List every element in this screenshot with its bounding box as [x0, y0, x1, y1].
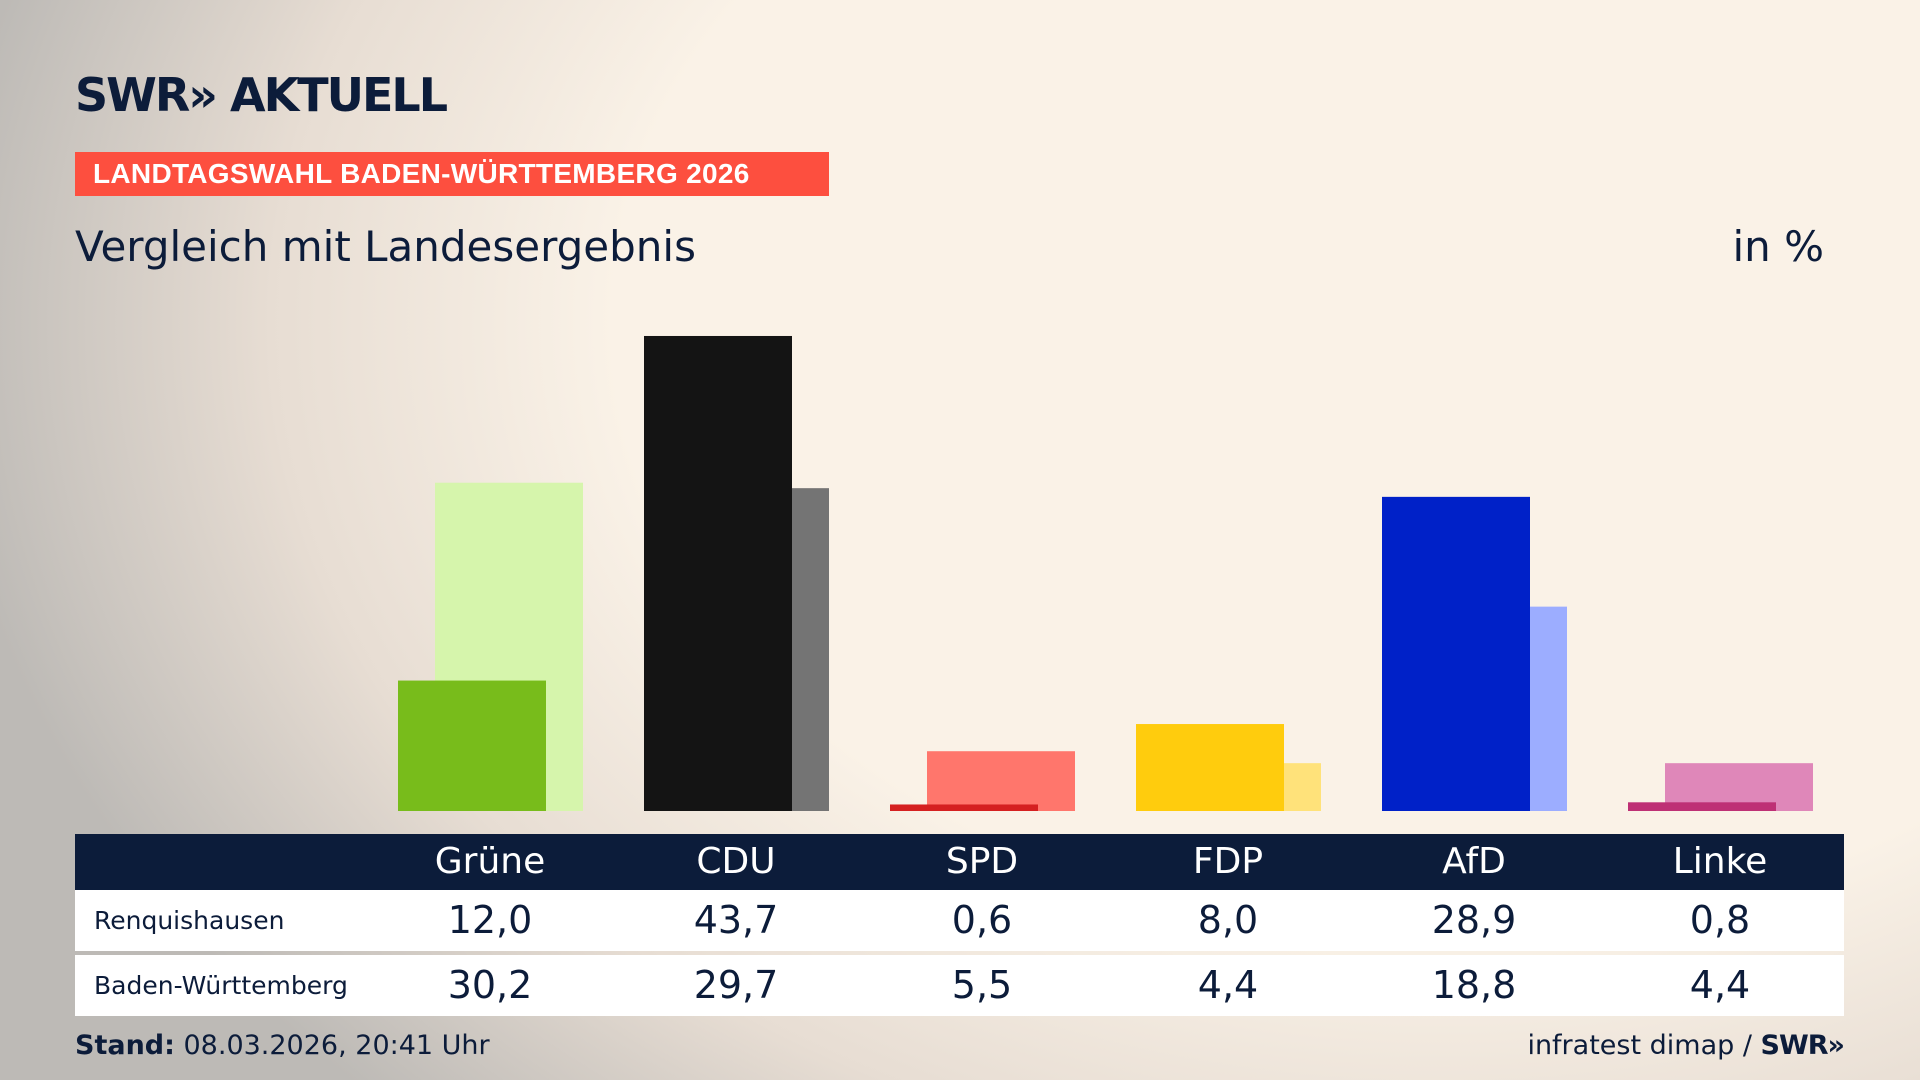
value-cell: 12,0: [447, 898, 533, 942]
bar-spd-land: [927, 751, 1075, 811]
category-label: FDP: [1192, 841, 1264, 882]
bar-linke-local: [1628, 802, 1776, 811]
category-label: SPD: [945, 841, 1019, 882]
timestamp: Stand: 08.03.2026, 20:41 Uhr: [75, 1030, 490, 1061]
bar-cdu-local: [644, 335, 792, 811]
source: infratest dimap / SWR»: [1527, 1030, 1845, 1061]
source-text: infratest dimap /: [1527, 1030, 1761, 1061]
stand-label: Stand:: [75, 1030, 175, 1061]
value-cell: 29,7: [693, 963, 779, 1007]
value-cell: 8,0: [1197, 898, 1259, 942]
unit-label: in %: [1732, 222, 1824, 271]
value-cell: 5,5: [951, 963, 1013, 1007]
value-cell: 4,4: [1689, 963, 1751, 1007]
category-label: Grüne: [434, 841, 546, 882]
value-cell: 28,9: [1431, 898, 1517, 942]
bar-chart: [398, 335, 1813, 811]
category-label: CDU: [696, 841, 776, 882]
bar-grüne-local: [398, 680, 546, 811]
category-label: AfD: [1442, 841, 1506, 882]
swr-aktuell-logo: SWR» AKTUELL: [75, 68, 448, 122]
value-cell: 4,4: [1197, 963, 1259, 1007]
bar-afd-local: [1382, 496, 1530, 811]
chart-title: Vergleich mit Landesergebnis: [75, 222, 696, 271]
row-label: Renquishausen: [94, 906, 285, 935]
bar-spd-local: [890, 804, 1038, 811]
value-cell: 0,6: [951, 898, 1013, 942]
table-header: Grüne CDU SPD FDP AfD Linke: [75, 834, 1844, 890]
value-cell: 43,7: [693, 898, 779, 942]
category-label: Linke: [1672, 841, 1768, 882]
table-row: Baden-Württemberg 30,2 29,7 5,5 4,4 18,8 4,4: [75, 955, 1844, 1016]
value-cell: 30,2: [447, 963, 533, 1007]
value-cell: 0,8: [1689, 898, 1751, 942]
value-cell: 18,8: [1431, 963, 1517, 1007]
stand-value: 08.03.2026, 20:41 Uhr: [174, 1030, 490, 1061]
row-label: Baden-Württemberg: [94, 971, 348, 1000]
table-row: Renquishausen 12,0 43,7 0,6 8,0 28,9 0,8: [75, 890, 1844, 951]
swr-logo: SWR»: [1760, 1030, 1845, 1061]
election-banner: LANDTAGSWAHL BADEN-WÜRTTEMBERG 2026: [75, 152, 829, 196]
bar-fdp-local: [1136, 724, 1284, 811]
